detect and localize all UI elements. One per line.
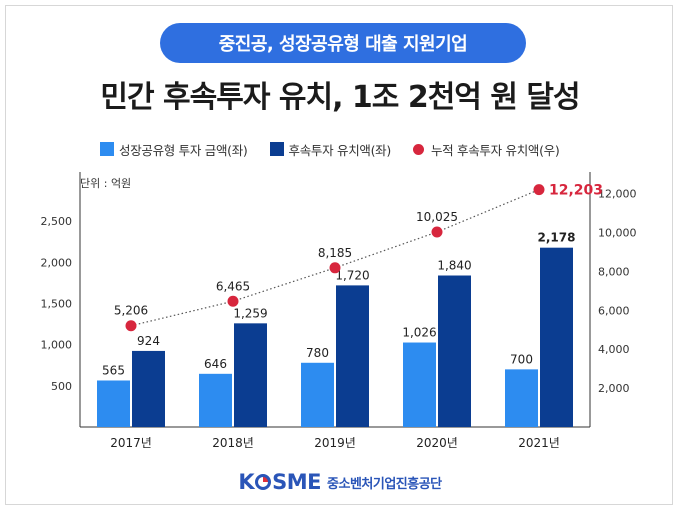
bar-follow-on [234,323,267,427]
page-title: 민간 후속투자 유치, 1조 2천억 원 달성 [100,80,580,115]
card-frame [5,5,673,505]
bar-investment [199,373,232,427]
kosme-logo: K S M E [238,470,321,494]
left-tick-label: 2,000 [41,256,73,269]
x-tick-label: 2019년 [314,436,356,450]
chart-legend: 성장공유형 투자 금액(좌) 후속투자 유치액(좌) 누적 후속투자 유치액(우… [100,140,581,158]
bar-label-follow-on: 1,720 [335,268,369,282]
bar-label-follow-on: 2,178 [538,231,576,245]
logo-letter-s: S [272,470,287,494]
headline-badge-text: 중진공, 성장공유형 대출 지원기업 [218,34,468,55]
x-tick-label: 2018년 [212,436,254,450]
footer-logo: K S M E 중소벤처기업진흥공단 [0,470,680,494]
bar-follow-on [336,285,369,427]
right-tick-label: 8,000 [598,265,630,278]
legend-item-cumulative: 누적 후속투자 유치액(우) [412,140,560,159]
bar-investment [301,362,334,427]
right-tick-label: 10,000 [598,227,637,240]
left-tick-label: 500 [51,380,72,393]
left-tick-label: 1,000 [41,339,73,352]
right-tick-label: 4,000 [598,343,630,356]
bar-label-follow-on: 1,259 [233,306,267,320]
legend-dot-red [412,143,424,155]
cumulative-point [533,184,545,196]
left-tick-label: 1,500 [41,298,73,311]
bar-investment [505,369,538,427]
right-tick-label: 12,000 [598,188,637,201]
logo-letter-m: M [286,470,308,494]
cumulative-label: 5,206 [114,304,148,318]
x-tick-label: 2020년 [416,436,458,450]
legend-item-follow-on: 후속투자 유치액(좌) [269,140,392,159]
bar-label-investment: 700 [510,352,533,366]
bar-follow-on [540,247,573,427]
legend-label-follow-on: 후속투자 유치액(좌) [288,142,392,158]
bar-investment [403,342,436,427]
cumulative-label: 6,465 [216,279,250,293]
bar-investment [97,380,130,427]
logo-globe-icon [255,474,272,490]
x-tick-label: 2021년 [518,436,560,450]
cumulative-point [329,262,341,274]
headline-badge: 중진공, 성장공유형 대출 지원기업 [160,23,526,63]
cumulative-label: 8,185 [318,246,352,260]
bar-label-follow-on: 1,840 [437,259,471,273]
logo-letter-k: K [238,470,255,494]
legend-label-investment: 성장공유형 투자 금액(좌) [119,142,248,158]
org-name: 중소벤처기업진흥공단 [327,476,442,492]
left-tick-label: 2,500 [41,215,73,228]
bar-label-investment: 646 [204,357,227,371]
unit-label: 단위 : 억원 [80,177,132,190]
cumulative-point [125,320,137,332]
bar-label-investment: 565 [102,363,125,377]
x-tick-label: 2017년 [110,436,152,450]
cumulative-label: 10,025 [416,210,458,224]
legend-swatch-light-blue [100,142,114,156]
cumulative-point [431,226,443,238]
bar-label-follow-on: 924 [137,334,160,348]
right-tick-label: 2,000 [598,382,630,395]
right-tick-label: 6,000 [598,304,630,317]
logo-letter-e: E [307,470,322,494]
bar-follow-on [438,275,471,427]
legend-item-investment: 성장공유형 투자 금액(좌) [100,140,248,159]
legend-label-cumulative: 누적 후속투자 유치액(우) [430,142,560,158]
bar-follow-on [132,350,165,427]
legend-swatch-dark-blue [269,142,284,156]
bar-label-investment: 1,026 [402,326,436,340]
cumulative-point [227,295,239,307]
bar-label-investment: 780 [306,346,329,360]
cumulative-label: 12,203 [549,183,603,199]
